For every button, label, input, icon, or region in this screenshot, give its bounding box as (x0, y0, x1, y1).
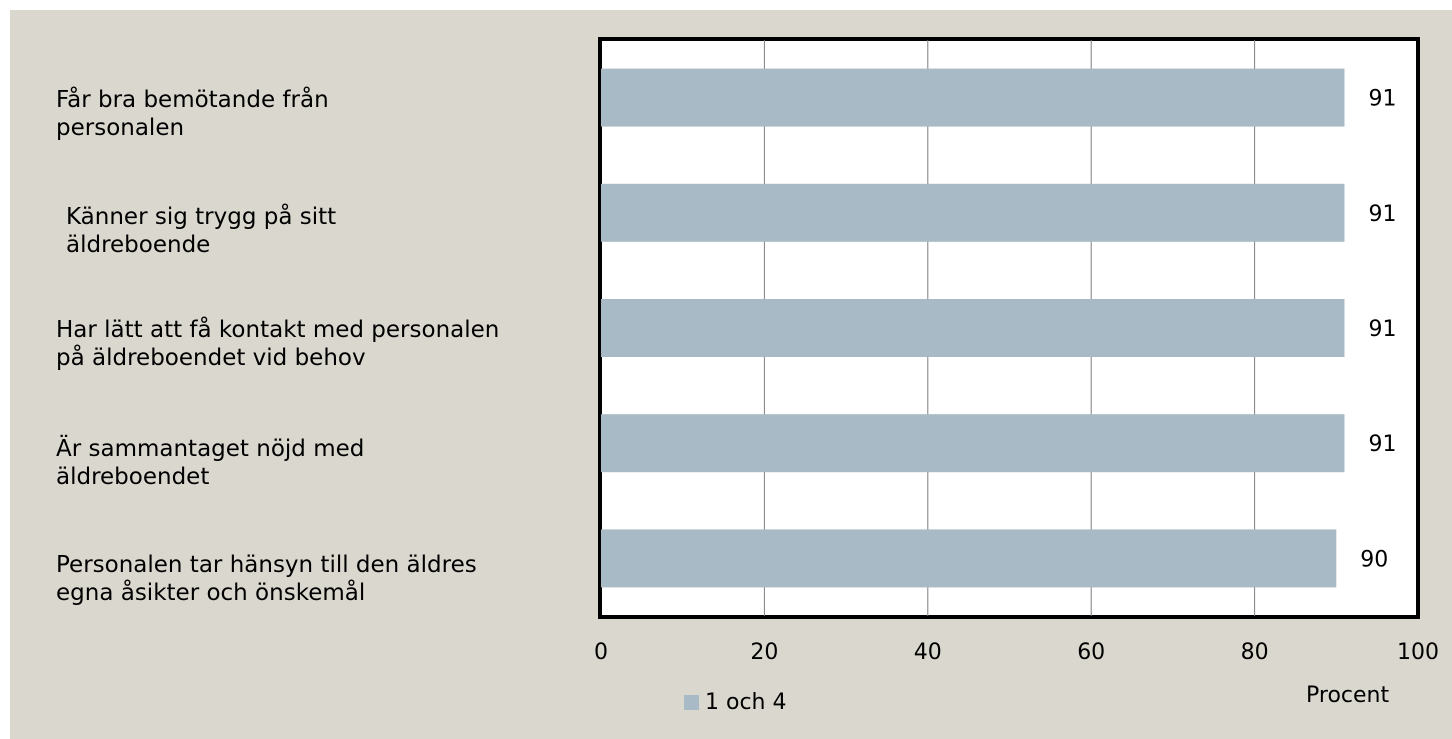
legend-swatch (684, 695, 699, 710)
bar-1 (601, 68, 1345, 127)
bar-4 (601, 414, 1345, 473)
x-tick-60: 60 (1077, 640, 1106, 665)
x-tick-20: 20 (750, 640, 779, 665)
bar-5 (601, 529, 1337, 588)
x-axis-label: Procent (1306, 683, 1390, 708)
x-tick-100: 100 (1397, 640, 1439, 665)
legend: 1 och 4 (684, 690, 786, 715)
bar-3 (601, 299, 1345, 357)
bar-2 (601, 183, 1345, 242)
x-tick-0: 0 (594, 640, 608, 665)
data-label-3: 91 (1368, 317, 1396, 342)
legend-label: 1 och 4 (705, 690, 787, 715)
data-label-2: 91 (1368, 202, 1396, 227)
x-tick-80: 80 (1240, 640, 1269, 665)
data-label-1: 91 (1368, 87, 1396, 112)
category-label-1: Får bra bemötande från personalen (56, 87, 329, 141)
category-label-3: Har lätt att få kontakt med personalen p… (56, 317, 500, 371)
category-label-5: Personalen tar hänsyn till den äldres eg… (56, 552, 477, 606)
data-label-5: 90 (1360, 547, 1388, 572)
category-label-2: Känner sig trygg på sitt äldreboende (66, 204, 337, 258)
category-label-4: Är sammantaget nöjd med äldreboendet (56, 436, 365, 490)
data-label-4: 91 (1368, 432, 1396, 457)
x-tick-40: 40 (913, 640, 942, 665)
